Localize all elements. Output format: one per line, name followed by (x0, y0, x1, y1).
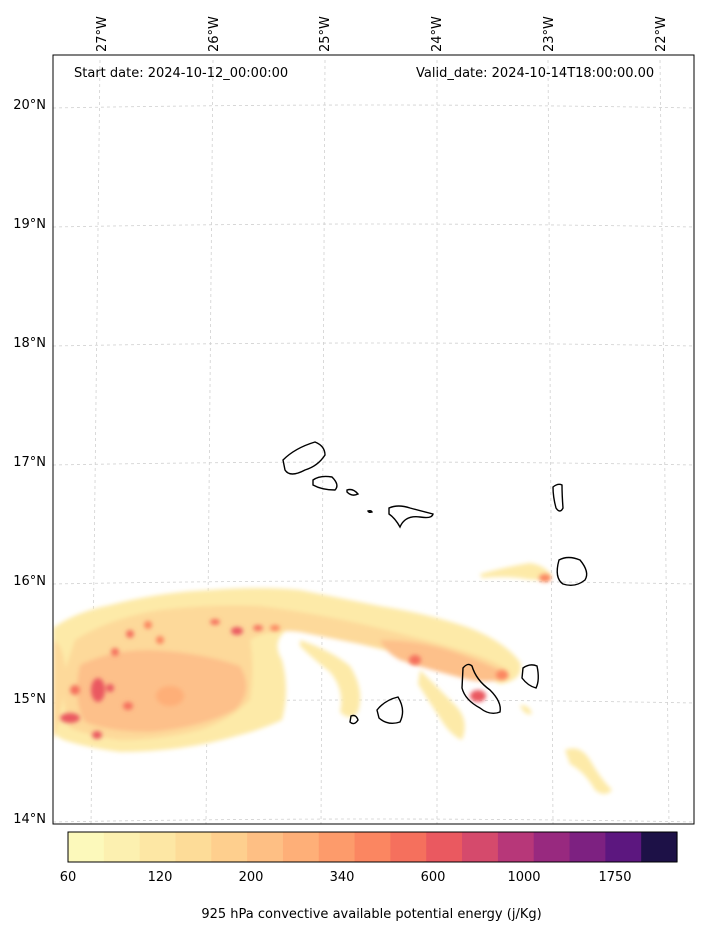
cape-hotspot (156, 686, 184, 706)
lon-label-25w: 25°W (318, 16, 333, 52)
lat-label-16n: 16°N (13, 574, 46, 589)
colorbar-swatch (641, 832, 678, 862)
gridline-lat-14 (52, 818, 695, 823)
island-sao-nicolau (388, 505, 434, 529)
cape-hotspot (111, 648, 119, 656)
cape-hotspot (60, 713, 80, 723)
colorbar-swatch (426, 832, 463, 862)
colorbar-tick-label: 120 (147, 870, 173, 885)
colorbar-swatch (68, 832, 105, 862)
colorbar-swatch (247, 832, 284, 862)
island-sao-vicente (312, 475, 338, 491)
lat-label-17n: 17°N (13, 455, 46, 470)
colorbar-swatch (390, 832, 427, 862)
colorbar-tick-label: 600 (420, 870, 446, 885)
island-raso (367, 509, 373, 514)
cape-hotspot (70, 685, 80, 695)
colorbar-swatch (462, 832, 499, 862)
lat-label-15n: 15°N (13, 692, 46, 707)
colorbar-tick-label: 1000 (507, 870, 541, 885)
gridline-lon-22 (659, 59, 670, 825)
cape-region-south-east (418, 670, 465, 740)
cape-hotspot (409, 655, 421, 665)
cape-hotspot (144, 621, 152, 629)
colorbar-tick-label: 200 (238, 870, 264, 885)
colorbar-swatch (354, 832, 392, 862)
gridline-lon-25 (320, 59, 326, 825)
gridline-lat-19 (52, 223, 695, 228)
colorbar-frame (67, 831, 678, 863)
gridline-lat-17 (52, 461, 695, 466)
colorbar-swatch (211, 832, 248, 862)
plot-frame (52, 54, 695, 825)
cape-hotspot (91, 678, 105, 702)
colorbar-swatch (103, 832, 141, 862)
island-maio (521, 664, 539, 689)
colorbar-title: 925 hPa convective available potential e… (201, 907, 542, 922)
colorbar-swatch (139, 832, 177, 862)
cape-hotspot (156, 636, 164, 644)
cape-hotspot (106, 684, 114, 692)
island-santiago (461, 663, 501, 715)
gridline-lat-20 (52, 104, 695, 109)
colorbar-swatch (282, 832, 320, 862)
island-sal (552, 483, 564, 512)
colorbar-swatch (318, 832, 356, 862)
lon-label-23w: 23°W (542, 16, 557, 52)
start-date-label: Start date: 2024-10-12_00:00:00 (74, 66, 289, 81)
lon-label-22w: 22°W (654, 16, 669, 52)
colorbar-tick-label: 340 (329, 870, 355, 885)
colorbar-swatch (605, 832, 642, 862)
colorbar-swatch (497, 832, 535, 862)
cape-hotspot (126, 630, 134, 638)
colorbar (68, 832, 678, 862)
island-santo-antao (282, 441, 326, 475)
lon-label-24w: 24°W (430, 16, 445, 52)
cape-region-small-blob (520, 705, 532, 715)
gridline-lat-18 (52, 342, 695, 347)
island-santa-luzia (346, 488, 360, 496)
lat-label-19n: 19°N (13, 217, 46, 232)
lon-label-26w: 26°W (207, 16, 222, 52)
island-brava (349, 714, 359, 725)
cape-hotspot (210, 619, 220, 625)
cape-region-se-blob (565, 748, 612, 794)
colorbar-tick-label: 60 (59, 870, 77, 885)
cape-hotspot (470, 690, 486, 702)
colorbar-swatch (175, 832, 212, 862)
lat-label-20n: 20°N (13, 98, 46, 113)
cape-region-ne-strip (480, 563, 552, 580)
cape-hotspot (270, 625, 280, 631)
gridline-lat-16 (52, 580, 695, 585)
cape-hotspot (92, 731, 102, 739)
cape-region-west-edge (53, 640, 66, 740)
cape-hotspot (123, 702, 133, 710)
cape-hotspot (539, 574, 551, 582)
lon-label-27w: 27°W (95, 16, 110, 52)
gridline-lon-23 (547, 59, 554, 825)
cape-hotspots (60, 574, 551, 739)
cape-region-east-core (380, 640, 510, 682)
cape-hotspot (496, 670, 508, 680)
colorbar-swatch (569, 832, 606, 862)
island-fogo (376, 696, 404, 725)
colorbar-tick-label: 1750 (598, 870, 632, 885)
cape-hotspot (253, 625, 263, 631)
lat-label-18n: 18°N (13, 336, 46, 351)
cape-hotspot (231, 627, 243, 635)
cape-field (53, 563, 612, 794)
lat-label-14n: 14°N (13, 812, 46, 827)
island-boa-vista (556, 556, 588, 587)
cape-region-south-tongue (300, 640, 361, 717)
coastlines (282, 441, 588, 725)
colorbar-swatch (533, 832, 571, 862)
valid-date-label: Valid_date: 2024-10-14T18:00:00.00 (416, 66, 655, 81)
